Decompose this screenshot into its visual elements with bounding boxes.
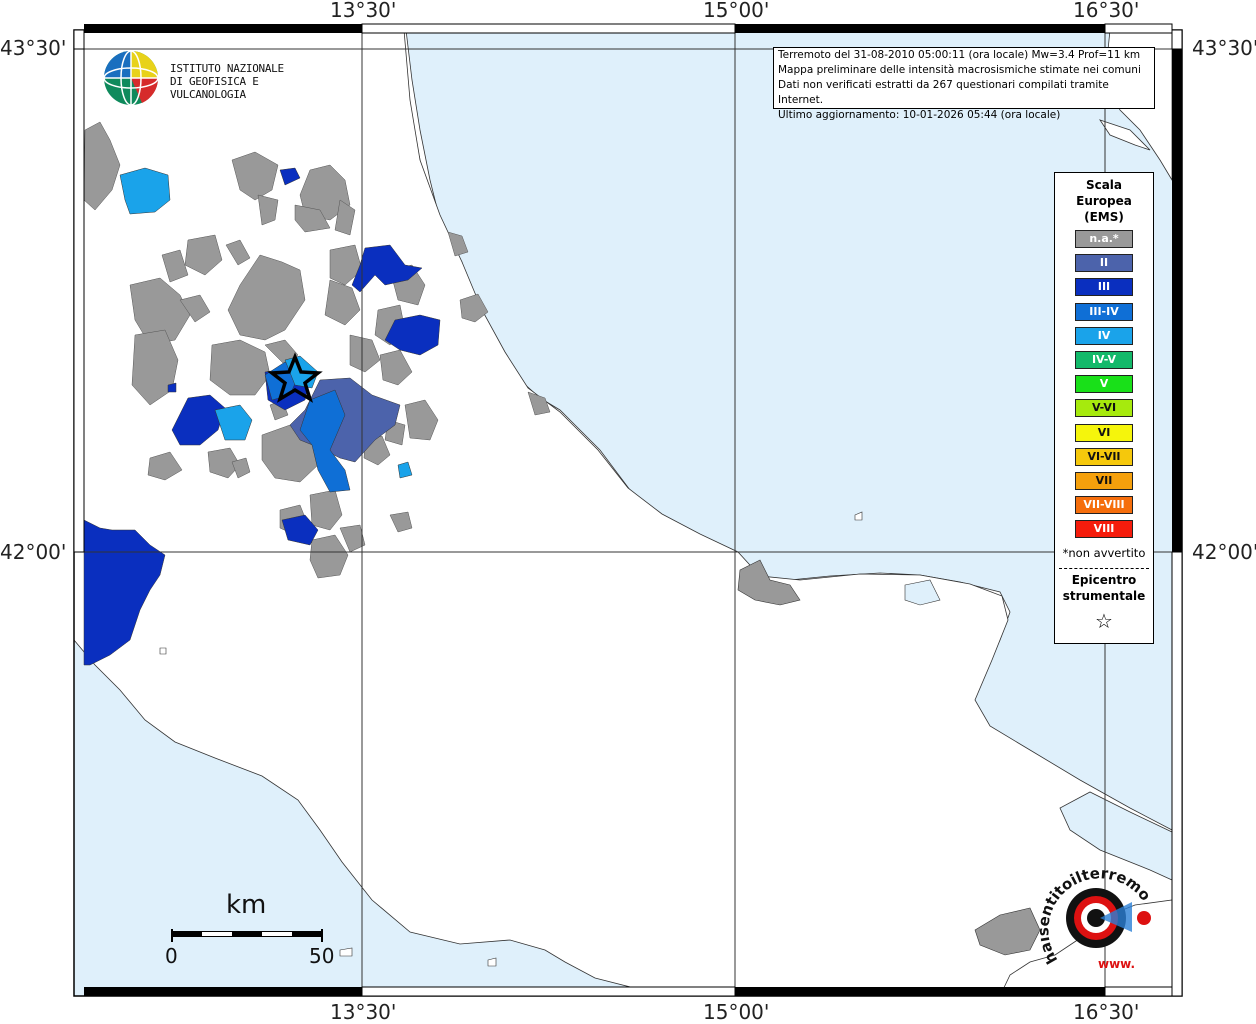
star-icon: ☆	[1095, 609, 1113, 633]
info-line-1: Terremoto del 31-08-2010 05:00:11 (ora l…	[778, 49, 1141, 61]
legend-epicentre-1: Epicentro	[1071, 573, 1137, 587]
left-tick-1: 43°30'	[0, 36, 67, 60]
scale-unit: km	[226, 890, 267, 920]
bottom-tick-2: 15°00'	[703, 1000, 770, 1024]
info-line-3: Dati non verificati estratti da 267 ques…	[778, 79, 1109, 106]
ingv-logo-text: ISTITUTO NAZIONALE DI GEOFISICA E VULCAN…	[170, 62, 322, 101]
epicentre-star	[267, 352, 323, 403]
legend-swatch-v: V	[1075, 375, 1133, 394]
legend-title-1: Scala	[1085, 178, 1123, 192]
legend-epicentre: Epicentro strumentale	[1055, 572, 1153, 604]
ems-legend: Scala Europea (EMS) n.a.* II III III-IV IV IV…	[1054, 172, 1154, 644]
ingv-logo: ISTITUTO NAZIONALE DI GEOFISICA E VULCAN…	[102, 48, 322, 110]
scale-max: 50	[309, 944, 335, 968]
legend-title-2: Europea	[1076, 194, 1132, 208]
legend-swatch-ii: II	[1075, 254, 1133, 273]
legend-swatch-na: n.a.*	[1075, 230, 1133, 248]
legend-title: Scala Europea (EMS)	[1055, 177, 1153, 225]
info-line-4: Ultimo aggiornamento: 10-01-2026 05:44 (…	[778, 109, 1061, 121]
right-tick-1: 43°30'	[1192, 36, 1256, 60]
legend-swatch-vvi: V-VI	[1075, 399, 1133, 418]
legend-title-3: (EMS)	[1084, 210, 1124, 224]
legend-epicentre-2: strumentale	[1062, 589, 1146, 603]
top-tick-3: 16°30'	[1073, 0, 1140, 22]
legend-swatch-viiviii: VII-VIII	[1075, 496, 1133, 515]
scale-bar	[171, 929, 323, 942]
bottom-tick-1: 13°30'	[330, 1000, 397, 1024]
top-tick-2: 15°00'	[703, 0, 770, 22]
legend-swatch-iv: IV	[1075, 326, 1133, 345]
right-tick-2: 42°00'	[1192, 540, 1256, 564]
bottom-tick-3: 16°30'	[1073, 1000, 1140, 1024]
legend-divider	[1059, 568, 1149, 569]
left-tick-2: 42°00'	[0, 540, 67, 564]
legend-swatch-ivv: IV-V	[1075, 351, 1133, 369]
legend-note: *non avvertito	[1062, 546, 1146, 560]
event-info-box: Terremoto del 31-08-2010 05:00:11 (ora l…	[773, 47, 1155, 121]
legend-swatch-iii: III	[1075, 278, 1133, 297]
legend-swatch-vii: VII	[1075, 472, 1133, 490]
legend-swatch-vi: VI	[1075, 423, 1133, 442]
legend-swatch-iiiiv: III-IV	[1075, 302, 1133, 321]
scale-min: 0	[165, 944, 178, 968]
top-tick-1: 13°30'	[330, 0, 397, 22]
legend-swatch-viii: VIII	[1075, 520, 1133, 539]
ingv-line1: ISTITUTO NAZIONALE	[170, 62, 284, 75]
legend-swatch-vivii: VI-VII	[1075, 447, 1133, 466]
info-line-2: Mappa preliminare delle intensità macros…	[778, 64, 1141, 76]
target-icon: haisentitoilterremoto.it www.	[1034, 846, 1154, 971]
globe-icon	[103, 50, 159, 106]
haisentito-logo: haisentitoilterremoto.it www.	[1034, 846, 1160, 980]
haisentito-www: www.	[1098, 957, 1135, 971]
ingv-line2: DI GEOFISICA E VULCANOLOGIA	[170, 75, 259, 101]
